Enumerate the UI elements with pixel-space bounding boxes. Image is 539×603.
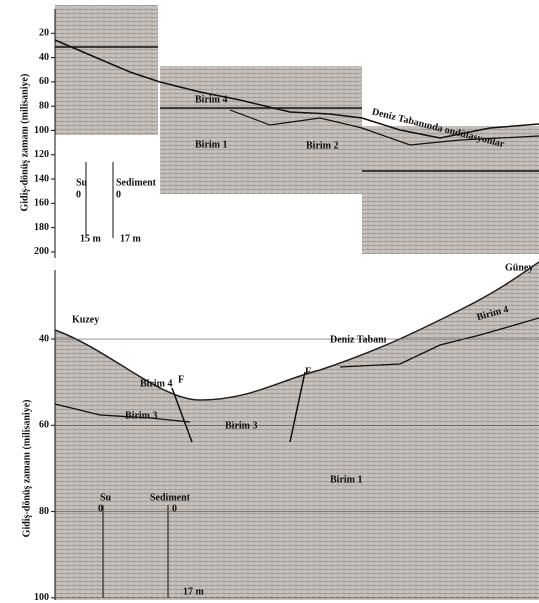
annotation: Birim 4 (195, 94, 228, 105)
seismic-block (362, 126, 539, 254)
y-tick-label: 160 (34, 198, 49, 209)
y-axis-label: Gidiş-dönüş zamanı (milisaniye) (21, 400, 32, 538)
y-tick-label: 80 (39, 100, 49, 111)
y-tick-label: 100 (34, 592, 49, 603)
y-tick-label: 100 (34, 125, 49, 136)
annotation: Birim 4 (140, 378, 173, 389)
annotation: Sediment (116, 177, 157, 188)
annotation: 0 (172, 503, 177, 514)
y-tick-label: 180 (34, 222, 49, 233)
y-tick-label: 40 (39, 333, 49, 344)
annotation: F (305, 366, 311, 377)
annotation: Su (76, 177, 88, 188)
y-tick-label: 200 (34, 246, 49, 257)
y-axis-label: Gidiş-dönüş zamanı (milisaniye) (19, 74, 30, 212)
annotation: 15 m (80, 233, 102, 244)
seismic-block (160, 66, 362, 194)
y-tick-label: 140 (34, 173, 49, 184)
annotation: Birim 2 (306, 140, 339, 151)
y-tick-label: 60 (39, 76, 49, 87)
annotation: Sediment (150, 492, 191, 503)
annotation: Güney (505, 262, 533, 273)
annotation: 17 m (183, 586, 205, 597)
y-tick-label: 120 (34, 149, 49, 160)
annotation: 0 (116, 189, 121, 200)
y-tick-label: 20 (39, 28, 49, 39)
y-tick-label: 60 (39, 420, 49, 431)
annotation: Birim 3 (125, 410, 158, 421)
annotation: Birim 1 (195, 139, 228, 150)
panel-bottom (55, 262, 539, 600)
annotation: Birim 3 (225, 420, 258, 431)
seismic-block (55, 5, 158, 135)
annotation: Birim 1 (330, 474, 363, 485)
y-tick-label: 80 (39, 506, 49, 517)
annotation: 0 (98, 503, 103, 514)
annotation: F (178, 374, 184, 385)
y-tick-label: 40 (39, 52, 49, 63)
annotation: Kuzey (72, 314, 99, 325)
annotation: 17 m (120, 233, 142, 244)
annotation: Deniz Tabanı (330, 334, 387, 345)
annotation: Su (100, 492, 112, 503)
annotation: 0 (76, 189, 81, 200)
figure: Gidiş-dönüş zamanı (milisaniye) 20 40 60 80 1… (0, 0, 539, 603)
seismic-section (55, 262, 539, 600)
